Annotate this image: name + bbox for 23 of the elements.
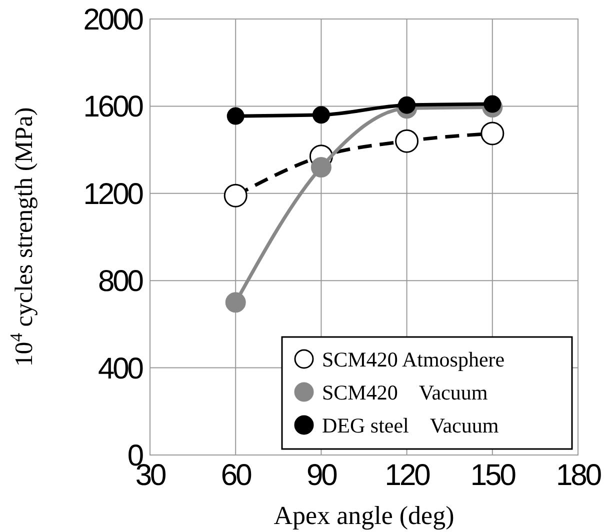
x-tick-label: 150: [470, 459, 516, 492]
point: [484, 95, 502, 113]
y-tick-label: 1600: [83, 90, 144, 124]
y-tick-label: 400: [98, 352, 144, 386]
x-tick-label: 90: [306, 459, 338, 492]
x-tick-label: 120: [384, 459, 430, 492]
legend-label: SCM420 Vacuum: [322, 380, 488, 404]
point: [398, 96, 416, 114]
legend-label: DEG steel Vacuum: [322, 413, 499, 438]
point: [312, 106, 330, 124]
y-tick-label: 800: [98, 265, 144, 298]
x-axis-title: Apex angle (deg): [274, 501, 454, 530]
point: [395, 129, 419, 153]
point: [225, 292, 246, 313]
point: [310, 156, 332, 178]
point: [224, 184, 248, 208]
y-tick-label: 2000: [83, 4, 144, 36]
x-tick-label: 60: [220, 459, 252, 492]
legend-label: SCM420 Atmosphere: [322, 347, 505, 372]
point: [480, 122, 504, 146]
x-tick-label: 180: [556, 459, 602, 492]
point: [226, 107, 244, 125]
y-tick-label: 1200: [83, 178, 144, 211]
